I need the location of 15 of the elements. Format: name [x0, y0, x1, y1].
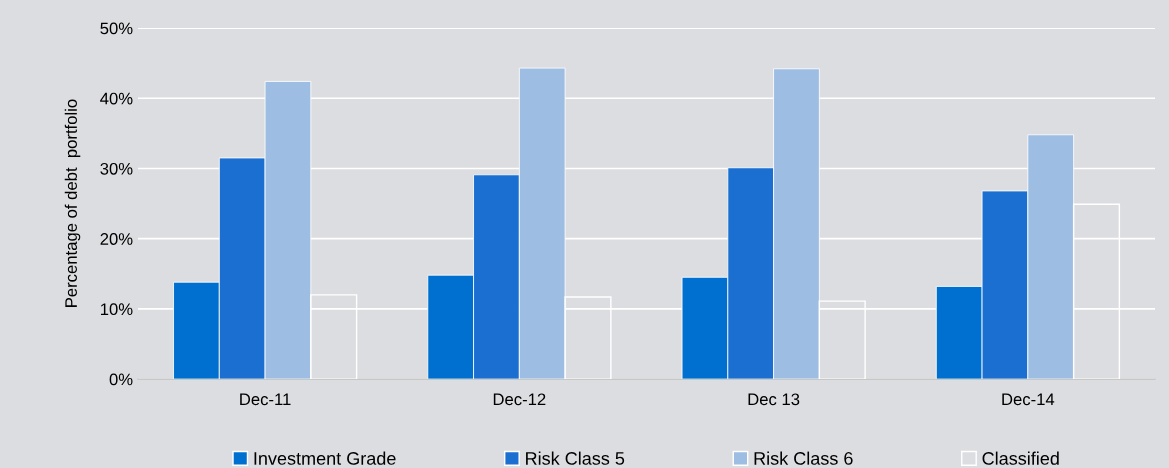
y-tick-label: 40% [100, 92, 133, 105]
x-tick-label: Dec-14 [1002, 393, 1055, 406]
legend-label: Risk Class 5 [526, 451, 625, 465]
legend-label: Investment Grade [254, 451, 396, 465]
x-tick-label: Dec 13 [748, 393, 800, 406]
y-tick-label: 10% [100, 303, 133, 316]
y-tick-label: 50% [100, 22, 133, 35]
x-tick-label: Dec-12 [493, 393, 546, 406]
y-tick-label: 0% [109, 373, 133, 386]
y-tick-label: 20% [100, 233, 133, 245]
legend-label: Classified [982, 451, 1059, 465]
x-tick-label: Dec-11 [240, 393, 291, 406]
y-axis-title: Percentage of debt portfolio [64, 99, 81, 307]
legend-label: Risk Class 6 [754, 451, 853, 465]
y-tick-label: 30% [100, 162, 133, 175]
